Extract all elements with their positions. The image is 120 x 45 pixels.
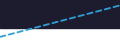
Bar [0, 0, 120, 28]
